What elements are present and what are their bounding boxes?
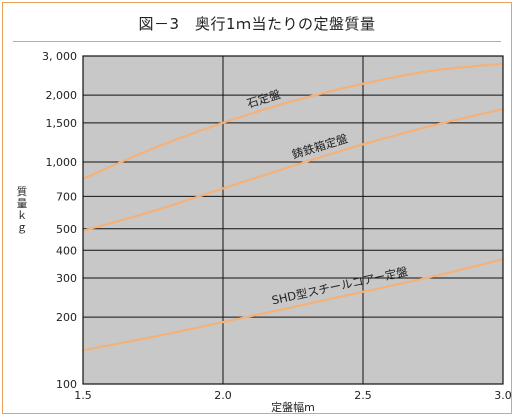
series-line xyxy=(82,62,504,180)
y-tick-label: 2,000 xyxy=(46,89,78,102)
y-tick-label: 500 xyxy=(56,223,77,236)
y-tick-label: 400 xyxy=(56,244,77,257)
x-axis-label: 定盤幅m xyxy=(271,401,315,414)
x-tick-label: 3.0 xyxy=(494,389,512,402)
x-tick-label: 1.5 xyxy=(74,389,92,402)
y-tick-label: 3, 000 xyxy=(42,50,77,63)
y-tick-label: 1,000 xyxy=(46,156,78,169)
y-tick-labels: 100 200 300 400 500 700 1,000 1,500 2,000 3, 000 xyxy=(42,50,77,391)
y-tick-label: 700 xyxy=(56,190,77,203)
x-tick-label: 2.0 xyxy=(214,389,232,402)
y-tick-label: 100 xyxy=(56,378,77,391)
x-tick-labels: 1.5 2.0 2.5 3.0 xyxy=(74,389,512,402)
series-line xyxy=(82,258,504,352)
chart-title: 図－3 奥行1ｍ当たりの定盤質量 xyxy=(138,15,376,33)
y-tick-label: 200 xyxy=(56,311,77,324)
x-tick-label: 2.5 xyxy=(354,389,372,402)
series-line xyxy=(82,108,504,232)
title-divider xyxy=(13,41,501,42)
y-axis-label: 質量ｋｇ xyxy=(16,186,28,234)
series-curves xyxy=(82,62,504,352)
plot-border xyxy=(82,55,504,385)
y-tick-label: 1,500 xyxy=(46,117,78,130)
plot-area xyxy=(83,56,503,384)
y-tick-label: 300 xyxy=(56,272,77,285)
